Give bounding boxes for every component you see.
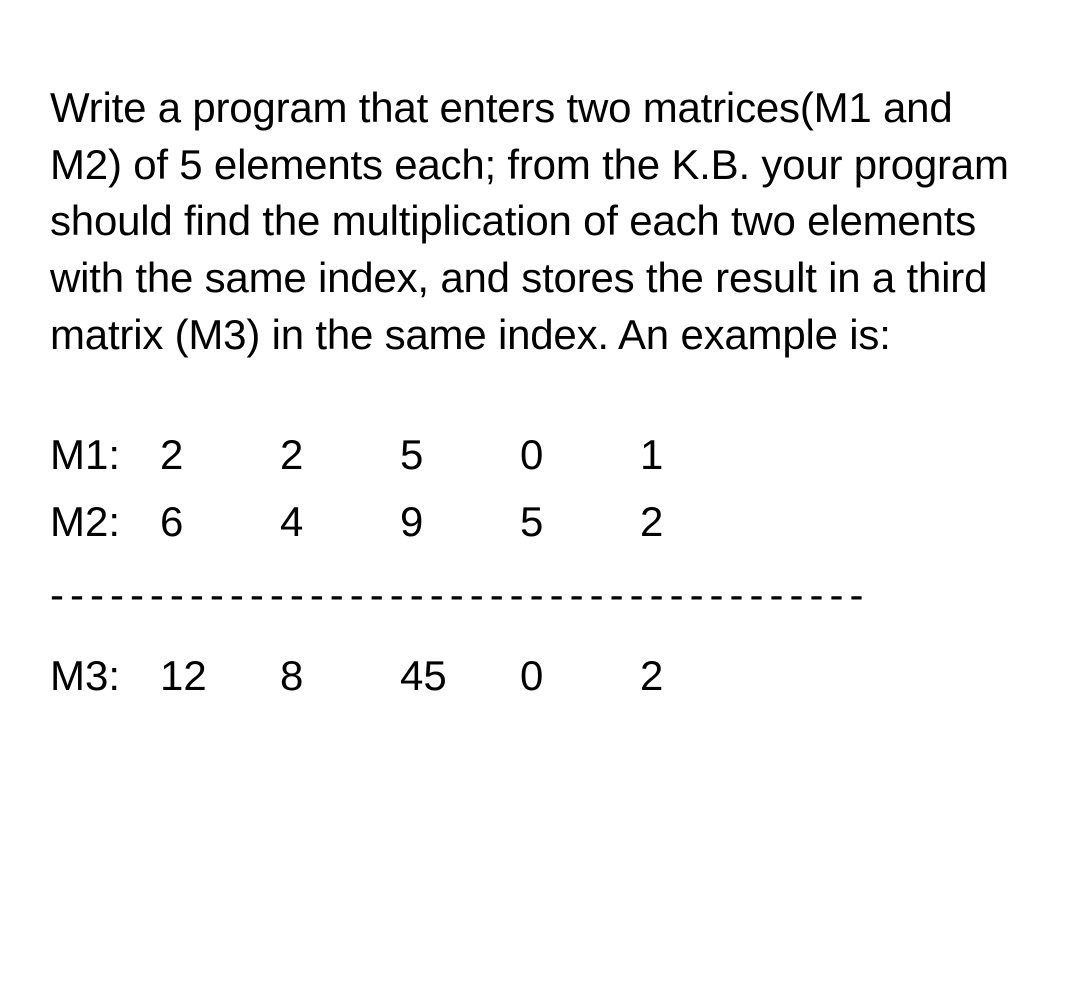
m2-label: M2: xyxy=(50,490,160,553)
problem-statement: Write a program that enters two matrices… xyxy=(50,80,1030,363)
m3-cell: 8 xyxy=(280,644,400,707)
m3-label: M3: xyxy=(50,644,160,707)
m1-values: 2 2 5 0 1 xyxy=(160,423,760,486)
m2-cell: 5 xyxy=(520,490,640,553)
matrix-row-m1: M1: 2 2 5 0 1 xyxy=(50,423,1030,486)
m2-cell: 6 xyxy=(160,490,280,553)
m2-cell: 9 xyxy=(400,490,520,553)
m1-cell: 1 xyxy=(640,423,760,486)
m3-values: 12 8 45 0 2 xyxy=(160,644,760,707)
m1-cell: 5 xyxy=(400,423,520,486)
m3-cell: 12 xyxy=(160,644,280,707)
m1-cell: 0 xyxy=(520,423,640,486)
m2-cell: 4 xyxy=(280,490,400,553)
divider-line: ----------------------------------------… xyxy=(50,563,1030,626)
m1-cell: 2 xyxy=(160,423,280,486)
m3-cell: 45 xyxy=(400,644,520,707)
m3-cell: 0 xyxy=(520,644,640,707)
matrix-example: M1: 2 2 5 0 1 M2: 6 4 9 5 2 ------------… xyxy=(50,423,1030,707)
matrix-row-m3: M3: 12 8 45 0 2 xyxy=(50,644,1030,707)
matrix-row-m2: M2: 6 4 9 5 2 xyxy=(50,490,1030,553)
m1-label: M1: xyxy=(50,423,160,486)
m3-cell: 2 xyxy=(640,644,760,707)
m2-cell: 2 xyxy=(640,490,760,553)
m1-cell: 2 xyxy=(280,423,400,486)
m2-values: 6 4 9 5 2 xyxy=(160,490,760,553)
